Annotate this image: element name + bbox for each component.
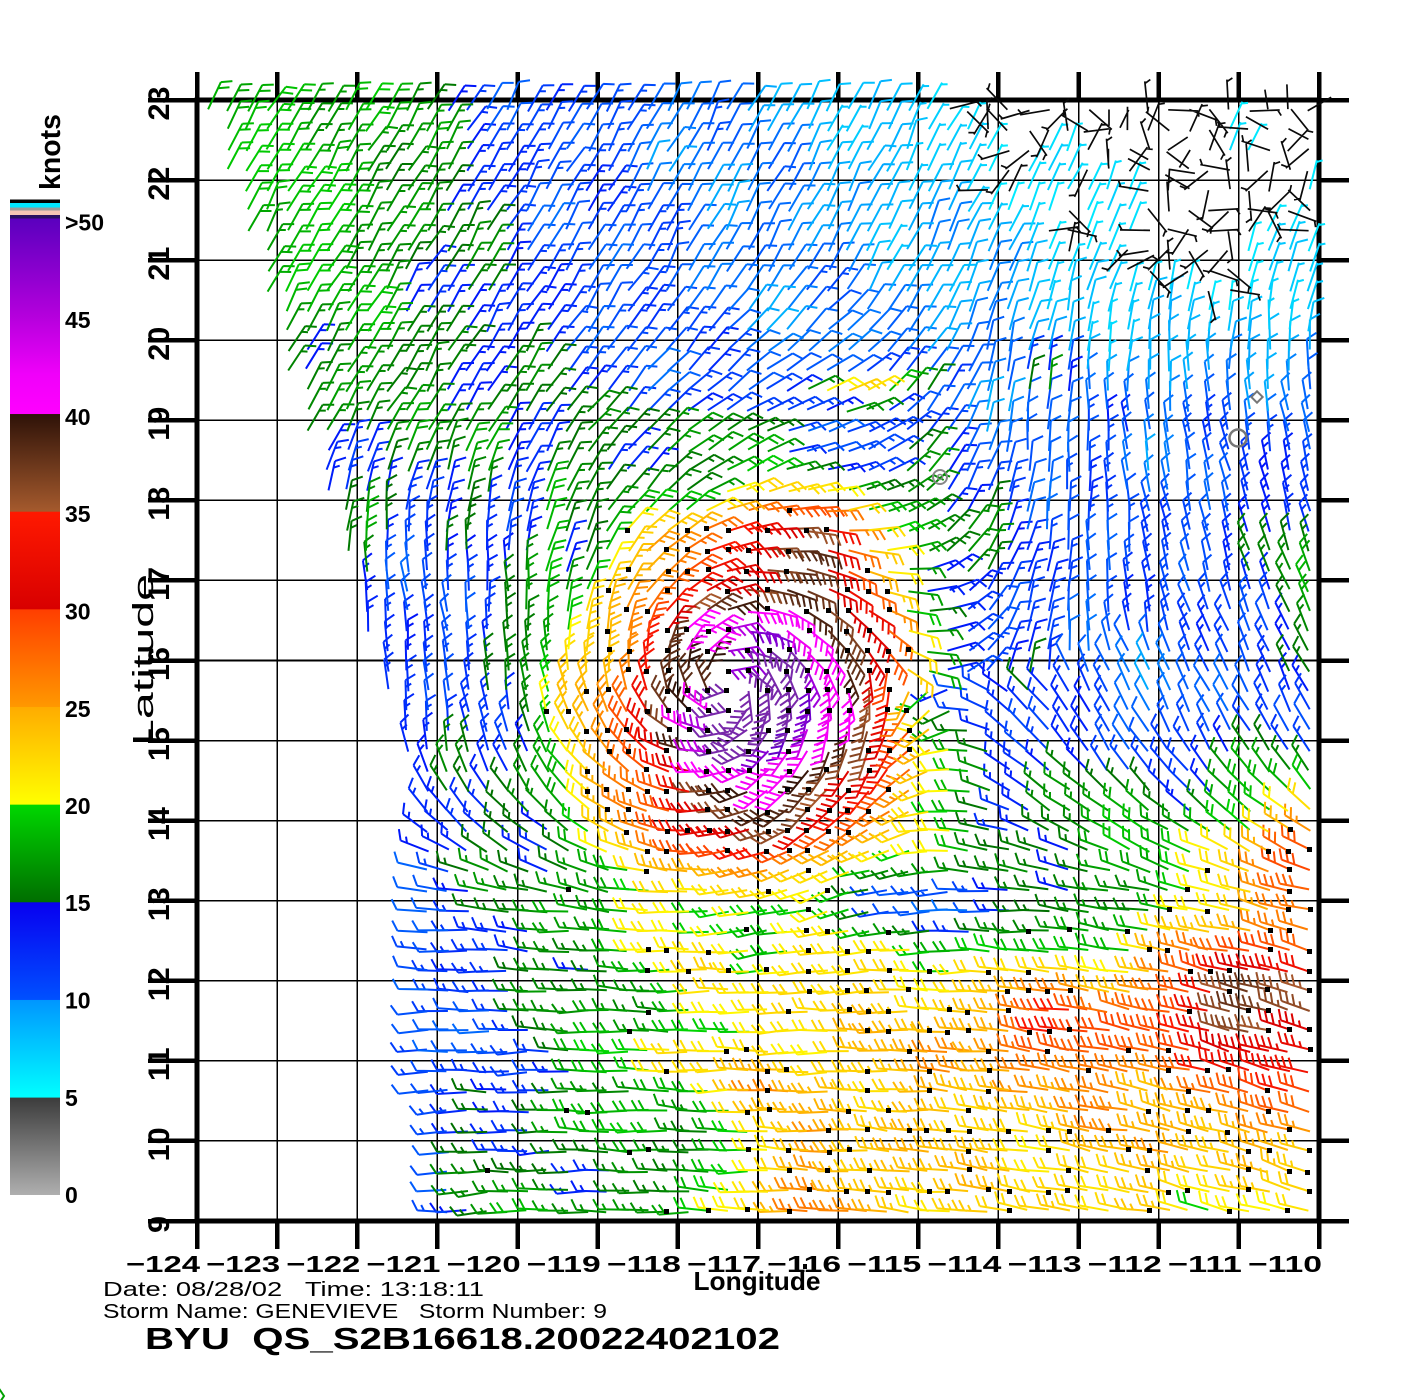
svg-text:0: 0: [65, 1182, 78, 1208]
svg-text:18: 18: [143, 487, 176, 521]
svg-text:−114: −114: [927, 1251, 1001, 1277]
svg-text:20: 20: [143, 327, 176, 361]
svg-text:14: 14: [143, 807, 176, 841]
svg-text:15: 15: [143, 727, 176, 761]
svg-text:Storm Name: GENEVIEVE Storm: Storm Name: GENEVIEVE Storm Number: 9: [103, 1300, 607, 1323]
svg-text:21: 21: [143, 247, 176, 281]
svg-text:25: 25: [65, 696, 91, 722]
svg-text:30: 30: [65, 599, 91, 625]
svg-text:−123: −123: [206, 1251, 280, 1277]
svg-text:−110: −110: [1248, 1251, 1322, 1277]
svg-text:Latitude: Latitude: [128, 574, 160, 746]
svg-text:11: 11: [143, 1047, 176, 1081]
svg-text:22: 22: [143, 167, 176, 201]
svg-text:Date: 08/28/02 Time: 13:18:1: Date: 08/28/02 Time: 13:18:11: [103, 1278, 484, 1301]
svg-text:−124: −124: [126, 1251, 200, 1277]
svg-text:Longitude: Longitude: [694, 1266, 821, 1296]
svg-text:−119: −119: [527, 1251, 601, 1277]
svg-text:5: 5: [65, 1085, 78, 1111]
svg-text:>50: >50: [65, 210, 104, 236]
svg-text:13: 13: [143, 887, 176, 921]
svg-text:9: 9: [143, 1216, 176, 1233]
svg-text:15: 15: [65, 890, 91, 916]
svg-text:−117: −117: [687, 1251, 761, 1277]
svg-text:40: 40: [65, 404, 91, 430]
svg-text:17: 17: [143, 567, 176, 601]
svg-text:−111: −111: [1168, 1251, 1242, 1277]
svg-text:−122: −122: [286, 1251, 360, 1277]
svg-text:BYU QS_S2B16618.20022402102: BYU QS_S2B16618.20022402102: [145, 1321, 780, 1356]
svg-text:45: 45: [65, 307, 91, 333]
svg-text:−115: −115: [847, 1251, 921, 1277]
svg-text:knots: knots: [35, 114, 67, 190]
svg-text:−118: −118: [607, 1251, 681, 1277]
svg-text:20: 20: [65, 793, 91, 819]
svg-text:−113: −113: [1008, 1251, 1082, 1277]
svg-text:35: 35: [65, 501, 91, 527]
svg-text:−121: −121: [366, 1251, 440, 1277]
svg-text:10: 10: [143, 1127, 176, 1161]
svg-text:16: 16: [143, 647, 176, 681]
svg-text:12: 12: [143, 967, 176, 1001]
svg-text:−112: −112: [1088, 1251, 1162, 1277]
svg-text:−120: −120: [447, 1251, 521, 1277]
svg-text:19: 19: [143, 407, 176, 441]
svg-text:23: 23: [143, 87, 176, 121]
svg-text:10: 10: [65, 988, 91, 1014]
